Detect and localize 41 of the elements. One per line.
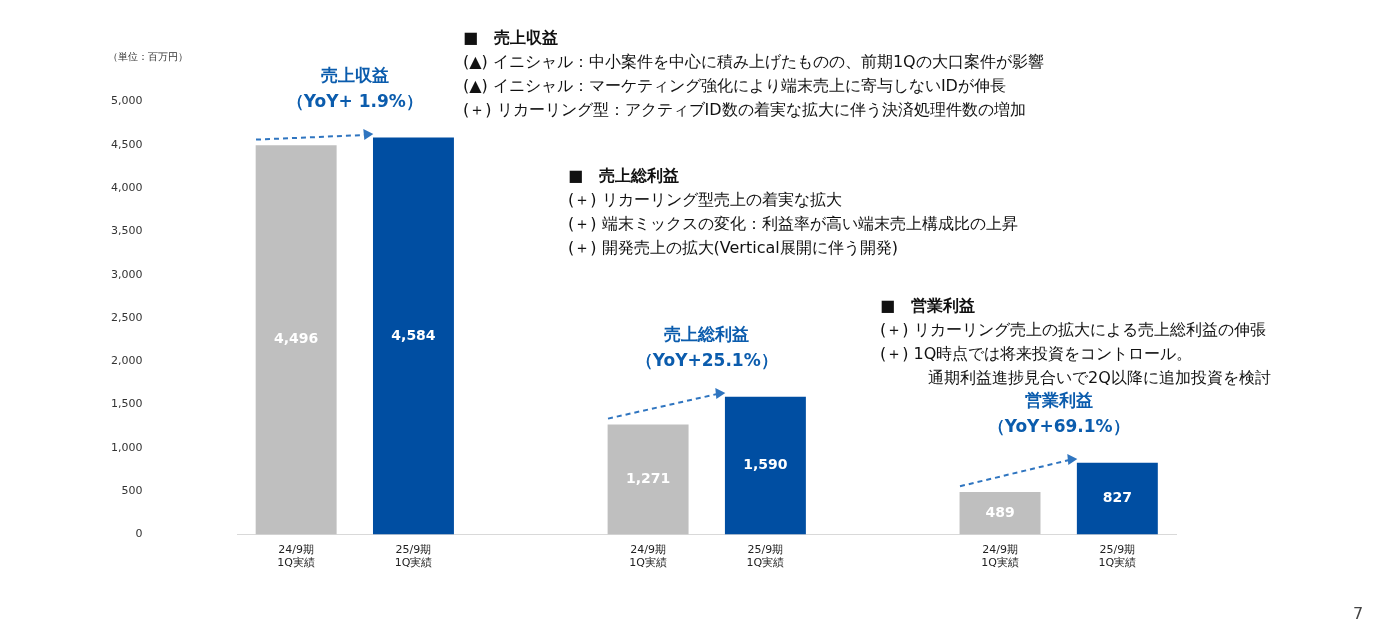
y-tick-label: 3,000 xyxy=(110,267,143,281)
bar xyxy=(607,424,689,535)
x-tick-label: 24/9期 1Q実績 xyxy=(629,542,667,570)
bar xyxy=(255,145,337,535)
annotation: ■ 売上収益 (▲) イニシャル：中小案件を中心に積み上げたものの、前期1Qの大口案件が影響 (▲) イニシャル：マーケティング強化により端末売上に寄与しないIDが伸長 (＋) リカーリング型：アクティブID数の着実な拡大に伴う決済処理件数の増加 xyxy=(463,27,1044,121)
annotation: 営業利益 xyxy=(1023,388,1094,412)
y-tick-label: 1,500 xyxy=(110,397,143,411)
y-tick-label: 1,000 xyxy=(110,440,143,454)
y-tick-label: 3,500 xyxy=(110,224,143,238)
data-label: 1,590 xyxy=(743,456,788,473)
x-tick-label: 24/9期 1Q実績 xyxy=(981,542,1019,570)
bar xyxy=(724,396,806,535)
text: 売上収益 xyxy=(319,63,390,87)
x-tick-label: 24/9期 1Q実績 xyxy=(277,542,315,570)
annotation: ■ 営業利益 (＋) リカーリング売上の拡大による売上総利益の伸張 (＋) 1Q時点では将来投資をコントロール。 xyxy=(880,295,1266,365)
y-axis-title: （単位：百万円） xyxy=(108,50,188,64)
annotation: ■ 売上総利益 (＋) リカーリング型売上の着実な拡大 (＋) 端末ミックスの変化：利益率が高い端末売上構成比の上昇 (＋) 開発売上の拡大(Vertical展開に伴う開発) xyxy=(568,165,1018,259)
data-label: 1,271 xyxy=(625,470,671,487)
annotation: 通期利益進捗見合いで2Q以降に追加投資を検討 xyxy=(928,367,1271,389)
y-tick-label: 500 xyxy=(121,483,143,497)
bar xyxy=(959,492,1041,535)
bar xyxy=(1076,462,1158,535)
annotation: （YoY+69.1%） xyxy=(986,414,1131,438)
x-tick-label: 25/9期 1Q実績 xyxy=(394,542,433,570)
bar xyxy=(372,137,454,535)
annotation: 売上総利益 xyxy=(663,322,751,346)
data-label: 827 xyxy=(1102,489,1132,506)
data-label: 489 xyxy=(985,503,1015,520)
annotation: （YoY+25.1%） xyxy=(634,348,779,372)
text: 7 xyxy=(1353,604,1364,623)
data-label: 4,496 xyxy=(274,330,319,347)
data-label: 4,584 xyxy=(391,326,436,343)
y-tick-label: 0 xyxy=(135,527,143,541)
annotation: （YoY+ 1.9%） xyxy=(285,89,424,113)
y-tick-label: 2,000 xyxy=(110,354,143,368)
x-tick-label: 25/9期 1Q実績 xyxy=(746,542,785,570)
y-tick-label: 4,000 xyxy=(110,181,143,195)
y-tick-label: 2,500 xyxy=(110,310,143,324)
y-tick-label: 4,500 xyxy=(110,137,143,151)
y-tick-label: 5,000 xyxy=(110,94,143,108)
x-tick-label: 25/9期 1Q実績 xyxy=(1098,542,1137,570)
